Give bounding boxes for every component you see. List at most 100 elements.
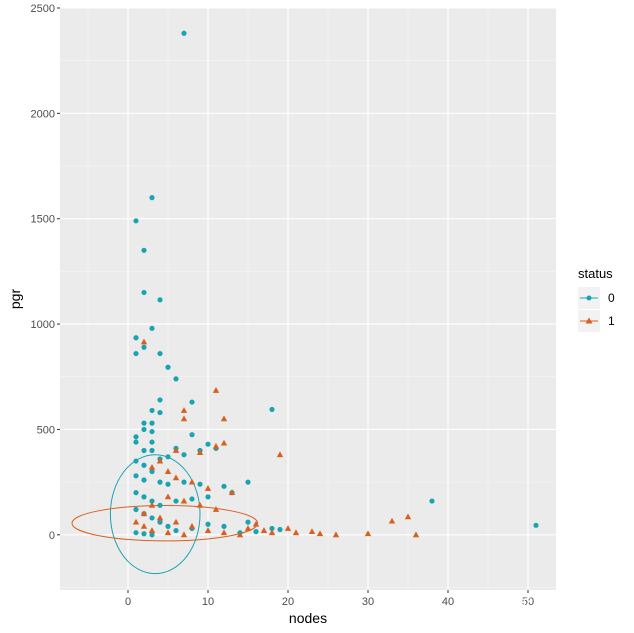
data-points bbox=[132, 30, 539, 538]
x-tick-label: 10 bbox=[202, 596, 214, 608]
point-status-0 bbox=[141, 420, 147, 426]
point-status-0 bbox=[221, 483, 227, 489]
point-status-0 bbox=[205, 494, 211, 500]
point-status-1 bbox=[156, 457, 164, 464]
point-status-0 bbox=[189, 432, 195, 438]
x-tick-label: 50 bbox=[522, 596, 534, 608]
point-status-1 bbox=[180, 415, 188, 422]
point-status-0 bbox=[157, 502, 163, 508]
point-status-1 bbox=[164, 493, 172, 500]
point-status-1 bbox=[212, 442, 220, 449]
point-status-1 bbox=[388, 517, 396, 524]
x-tick-label: 0 bbox=[125, 596, 131, 608]
point-status-0 bbox=[133, 335, 139, 341]
point-status-0 bbox=[133, 506, 139, 513]
point-status-1 bbox=[260, 527, 268, 533]
point-status-0 bbox=[173, 527, 179, 534]
point-status-0 bbox=[133, 458, 139, 464]
point-status-1 bbox=[148, 501, 156, 508]
point-status-0 bbox=[157, 479, 163, 485]
point-status-0 bbox=[149, 498, 155, 504]
point-status-0 bbox=[133, 434, 139, 440]
point-status-0 bbox=[157, 409, 163, 416]
point-status-0 bbox=[157, 297, 163, 303]
point-status-0 bbox=[245, 519, 251, 525]
x-axis-title: nodes bbox=[289, 610, 327, 626]
point-status-0 bbox=[149, 532, 155, 538]
point-status-0 bbox=[429, 498, 435, 504]
x-tick-label: 20 bbox=[282, 596, 294, 608]
point-status-0 bbox=[533, 522, 539, 528]
point-status-0 bbox=[205, 441, 211, 447]
legend-key-0-marker bbox=[586, 295, 592, 301]
point-status-0 bbox=[141, 289, 147, 296]
point-status-1 bbox=[332, 531, 340, 538]
point-status-0 bbox=[181, 30, 187, 36]
point-status-1 bbox=[140, 338, 148, 345]
point-status-1 bbox=[140, 522, 148, 529]
point-status-0 bbox=[141, 462, 147, 468]
point-status-0 bbox=[181, 479, 187, 485]
point-status-1 bbox=[220, 439, 228, 446]
point-status-0 bbox=[205, 521, 211, 527]
point-status-1 bbox=[412, 531, 420, 538]
point-status-0 bbox=[149, 468, 155, 475]
point-status-0 bbox=[141, 247, 147, 253]
point-status-0 bbox=[165, 454, 171, 460]
point-status-1 bbox=[172, 518, 180, 525]
point-status-1 bbox=[404, 513, 412, 520]
point-status-1 bbox=[212, 506, 220, 512]
point-status-0 bbox=[245, 479, 251, 485]
point-status-1 bbox=[140, 510, 148, 517]
point-status-0 bbox=[157, 519, 163, 525]
point-status-0 bbox=[269, 525, 275, 532]
point-status-0 bbox=[141, 344, 147, 350]
point-status-0 bbox=[133, 350, 139, 357]
point-status-1 bbox=[220, 415, 228, 422]
point-status-0 bbox=[133, 218, 139, 224]
point-status-0 bbox=[141, 531, 147, 537]
point-status-1 bbox=[148, 463, 156, 470]
point-status-1 bbox=[188, 522, 196, 529]
point-status-1 bbox=[308, 528, 316, 535]
x-tick-label: 40 bbox=[442, 596, 454, 608]
point-status-1 bbox=[316, 530, 324, 537]
point-status-0 bbox=[253, 529, 259, 535]
plot-panel bbox=[60, 8, 556, 590]
point-status-0 bbox=[189, 496, 195, 502]
point-status-1 bbox=[252, 520, 260, 527]
y-tick-label: 1500 bbox=[31, 214, 55, 226]
point-status-0 bbox=[165, 364, 171, 370]
point-status-0 bbox=[141, 477, 147, 483]
point-status-0 bbox=[269, 406, 275, 413]
y-tick-label: 0 bbox=[49, 530, 55, 542]
point-status-0 bbox=[133, 530, 139, 536]
point-status-0 bbox=[149, 428, 155, 435]
point-status-0 bbox=[133, 490, 139, 496]
point-status-1 bbox=[268, 529, 276, 536]
point-status-0 bbox=[181, 452, 187, 458]
y-tick-label: 2500 bbox=[31, 3, 55, 15]
point-status-1 bbox=[204, 485, 212, 491]
point-status-1 bbox=[204, 527, 212, 533]
y-tick-label: 500 bbox=[37, 424, 55, 436]
point-status-0 bbox=[221, 523, 227, 529]
point-status-1 bbox=[220, 529, 228, 536]
y-axis-ticks: 0 500 1000 1500 2000 2500 bbox=[31, 3, 60, 542]
point-status-1 bbox=[188, 478, 196, 485]
point-status-0 bbox=[165, 523, 171, 529]
point-status-1 bbox=[172, 447, 180, 453]
point-status-1 bbox=[180, 407, 188, 413]
x-axis-ticks: 0 10 20 30 40 50 bbox=[125, 590, 534, 608]
point-status-0 bbox=[149, 515, 155, 521]
legend-label-0: 0 bbox=[608, 291, 615, 305]
legend: status 0 1 bbox=[578, 266, 615, 332]
point-status-1 bbox=[180, 531, 188, 538]
point-status-1 bbox=[228, 489, 236, 496]
point-status-0 bbox=[165, 481, 171, 487]
point-status-1 bbox=[180, 497, 188, 504]
point-status-1 bbox=[164, 529, 172, 536]
legend-key-1-marker bbox=[585, 317, 593, 324]
point-status-0 bbox=[149, 407, 155, 414]
